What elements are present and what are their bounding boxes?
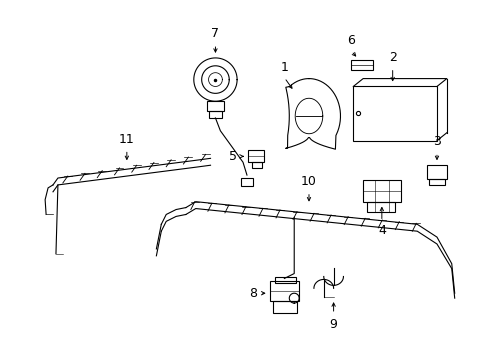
Bar: [366, 202, 394, 212]
Text: 9: 9: [329, 318, 337, 331]
Bar: [206, 101, 224, 111]
Bar: [241, 178, 252, 186]
Bar: [428, 179, 444, 185]
Text: 7: 7: [211, 27, 219, 40]
Text: 11: 11: [119, 132, 134, 145]
Bar: [269, 282, 299, 301]
Bar: [363, 180, 400, 202]
Text: 8: 8: [248, 287, 256, 300]
Text: 4: 4: [377, 224, 385, 237]
Bar: [272, 301, 297, 313]
Text: 10: 10: [301, 175, 316, 188]
Bar: [350, 60, 372, 70]
Text: 3: 3: [432, 135, 440, 148]
Text: 6: 6: [346, 34, 355, 47]
Text: 1: 1: [280, 61, 288, 74]
Bar: [426, 165, 446, 179]
Bar: [352, 86, 436, 141]
Bar: [251, 162, 261, 168]
Bar: [247, 150, 263, 162]
Text: 2: 2: [388, 51, 396, 64]
Text: 5: 5: [229, 150, 237, 163]
Bar: [208, 111, 222, 118]
Bar: [274, 278, 296, 283]
